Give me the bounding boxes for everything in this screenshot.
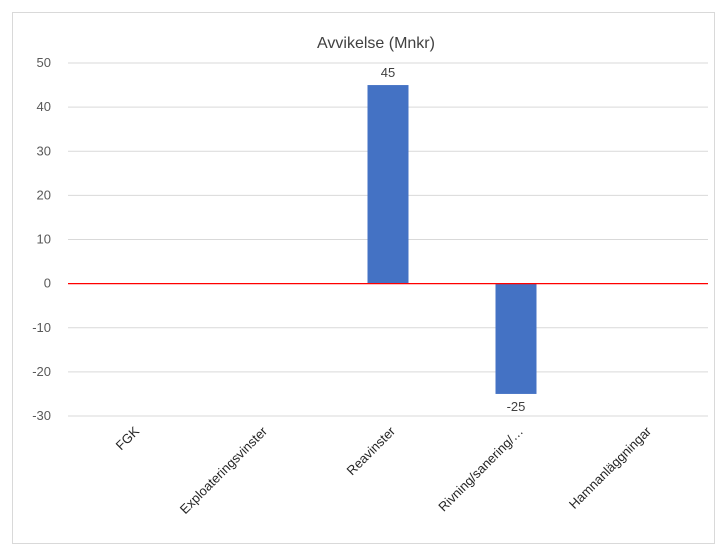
category-label: Hamnanläggningar bbox=[566, 423, 655, 512]
y-tick-label: 0 bbox=[44, 276, 51, 291]
y-tick-label: 20 bbox=[37, 187, 51, 202]
y-tick-label: 30 bbox=[37, 143, 51, 158]
chart-title: Avvikelse (Mnkr) bbox=[317, 35, 435, 52]
y-tick-label: -20 bbox=[32, 364, 51, 379]
chart-frame bbox=[12, 12, 715, 544]
y-tick-label: -30 bbox=[32, 408, 51, 423]
y-tick-label: 10 bbox=[37, 232, 51, 247]
y-tick-label: 50 bbox=[37, 55, 51, 70]
category-label: FGK bbox=[113, 423, 143, 453]
bar bbox=[495, 283, 537, 394]
category-label: Rivning/sanering/… bbox=[435, 424, 526, 515]
data-label: -25 bbox=[507, 399, 526, 414]
bar bbox=[367, 85, 409, 284]
y-tick-label: -10 bbox=[32, 320, 51, 335]
category-label: Reavinster bbox=[344, 423, 399, 478]
data-label: 45 bbox=[381, 65, 395, 80]
category-label: Exploateringsvinster bbox=[177, 423, 271, 517]
y-tick-label: 40 bbox=[37, 99, 51, 114]
